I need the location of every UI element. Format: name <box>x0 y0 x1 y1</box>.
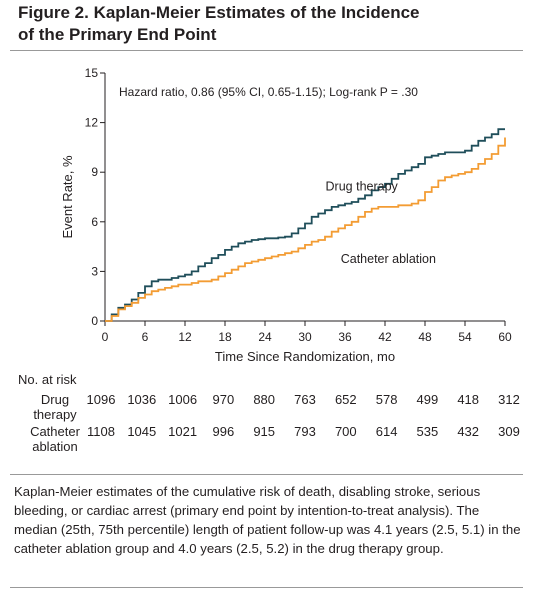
risk-row-label-line2: ablation <box>32 439 78 454</box>
risk-row-label-line1: Drug <box>40 392 70 407</box>
figure-title: Figure 2. Kaplan-Meier Estimates of the … <box>18 2 538 46</box>
risk-count: 432 <box>457 424 480 439</box>
y-axis-label: Event Rate, % <box>60 155 75 239</box>
figure-title-line1: Figure 2. Kaplan-Meier Estimates of the … <box>18 3 420 22</box>
risk-count: 312 <box>498 392 520 407</box>
y-tick-label: 0 <box>91 314 98 328</box>
x-tick-label: 60 <box>498 330 512 344</box>
title-rule <box>10 50 523 51</box>
risk-count: 499 <box>416 392 439 407</box>
risk-count: 1096 <box>86 392 116 407</box>
x-tick-label: 48 <box>418 330 432 344</box>
risk-count: 763 <box>294 392 316 407</box>
risk-count: 614 <box>375 424 398 439</box>
risk-count: 1045 <box>127 424 157 439</box>
figure-title-line2: of the Primary End Point <box>18 25 217 44</box>
risk-count: 880 <box>253 392 276 407</box>
y-tick-label: 12 <box>85 116 99 130</box>
y-tick-label: 9 <box>91 165 98 179</box>
x-tick-label: 30 <box>298 330 312 344</box>
x-axis-label: Time Since Randomization, mo <box>215 349 395 364</box>
risk-row-label-line2: therapy <box>33 407 77 422</box>
risk-count: 793 <box>294 424 316 439</box>
risk-count: 1021 <box>168 424 198 439</box>
y-tick-label: 15 <box>85 66 99 80</box>
hazard-ratio-annotation: Hazard ratio, 0.86 (95% CI, 0.65-1.15); … <box>119 85 418 99</box>
risk-count: 578 <box>375 392 398 407</box>
series-line-catheter-ablation <box>105 137 506 322</box>
series-line-drug-therapy <box>105 128 505 322</box>
x-tick-label: 24 <box>258 330 272 344</box>
risk-count: 1036 <box>127 392 157 407</box>
risk-count: 535 <box>416 424 439 439</box>
x-tick-label: 18 <box>218 330 232 344</box>
risk-count: 309 <box>498 424 520 439</box>
risk-count: 418 <box>457 392 480 407</box>
risk-count: 915 <box>253 424 276 439</box>
y-tick-label: 6 <box>91 215 98 229</box>
risk-row-label: Catheter ablation <box>22 424 88 454</box>
risk-count: 970 <box>212 392 235 407</box>
figure-caption: Kaplan-Meier estimates of the cumulative… <box>14 484 521 556</box>
y-tick-label: 3 <box>91 264 98 278</box>
risk-count: 996 <box>212 424 235 439</box>
risk-table-title: No. at risk <box>18 372 77 387</box>
x-tick-label: 42 <box>378 330 392 344</box>
risk-count: 652 <box>334 392 357 407</box>
x-tick-label: 0 <box>102 330 109 344</box>
x-tick-label: 12 <box>178 330 192 344</box>
caption-box <box>10 474 523 588</box>
risk-row-label: Drug therapy <box>22 392 88 422</box>
x-tick-label: 54 <box>458 330 472 344</box>
series-label-drug-therapy: Drug therapy <box>326 179 399 193</box>
risk-count: 700 <box>334 424 357 439</box>
x-tick-label: 36 <box>338 330 352 344</box>
x-tick-label: 6 <box>142 330 149 344</box>
series-label-catheter-ablation: Catheter ablation <box>341 252 436 266</box>
risk-row-label-line1: Catheter <box>30 424 80 439</box>
risk-count: 1006 <box>168 392 198 407</box>
risk-count: 1108 <box>87 424 115 439</box>
